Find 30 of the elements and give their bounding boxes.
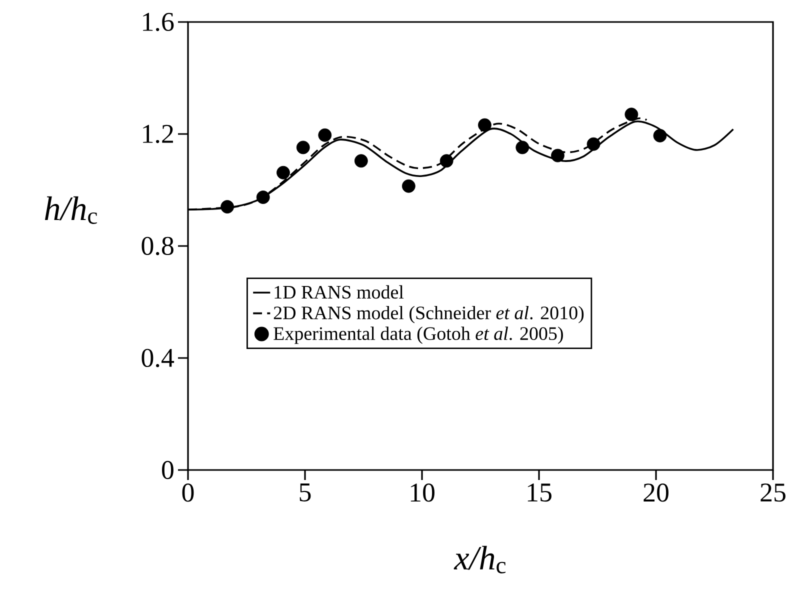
point	[516, 140, 530, 154]
x-tick-label: 25	[760, 484, 786, 502]
point	[624, 108, 638, 122]
point	[440, 154, 454, 168]
y-tick-label: 1.6	[143, 12, 174, 32]
point	[318, 128, 332, 142]
point	[653, 128, 667, 142]
legend-label: 2D RANS model (Schneider et al. 2010)	[274, 306, 584, 324]
y-tick-label: 0	[162, 460, 174, 480]
point	[551, 148, 564, 162]
point	[256, 190, 270, 204]
point	[276, 166, 290, 180]
x-tick-label: 5	[300, 484, 311, 502]
x-tick-label: 15	[528, 484, 552, 502]
point	[402, 179, 416, 193]
x-tick-label: 10	[410, 484, 434, 502]
point	[220, 200, 234, 214]
point	[296, 140, 310, 154]
x-tick-label: 20	[644, 484, 668, 502]
legend-label: Experimental data (Gotoh et al. 2005)	[274, 326, 563, 344]
point	[478, 118, 492, 132]
y-tick-label: 0.8	[142, 236, 174, 256]
point	[354, 154, 368, 168]
x-axis-title: x/h$_{c}$	[454, 546, 506, 574]
y-tick-label: 0.4	[142, 348, 174, 368]
point	[586, 137, 600, 151]
y-tick-label: 1.2	[143, 124, 173, 144]
y-axis-title: h/h$_{c}$	[44, 196, 98, 224]
legend-label: 1D RANS model	[274, 285, 404, 299]
x-tick-label: 0	[182, 484, 194, 502]
